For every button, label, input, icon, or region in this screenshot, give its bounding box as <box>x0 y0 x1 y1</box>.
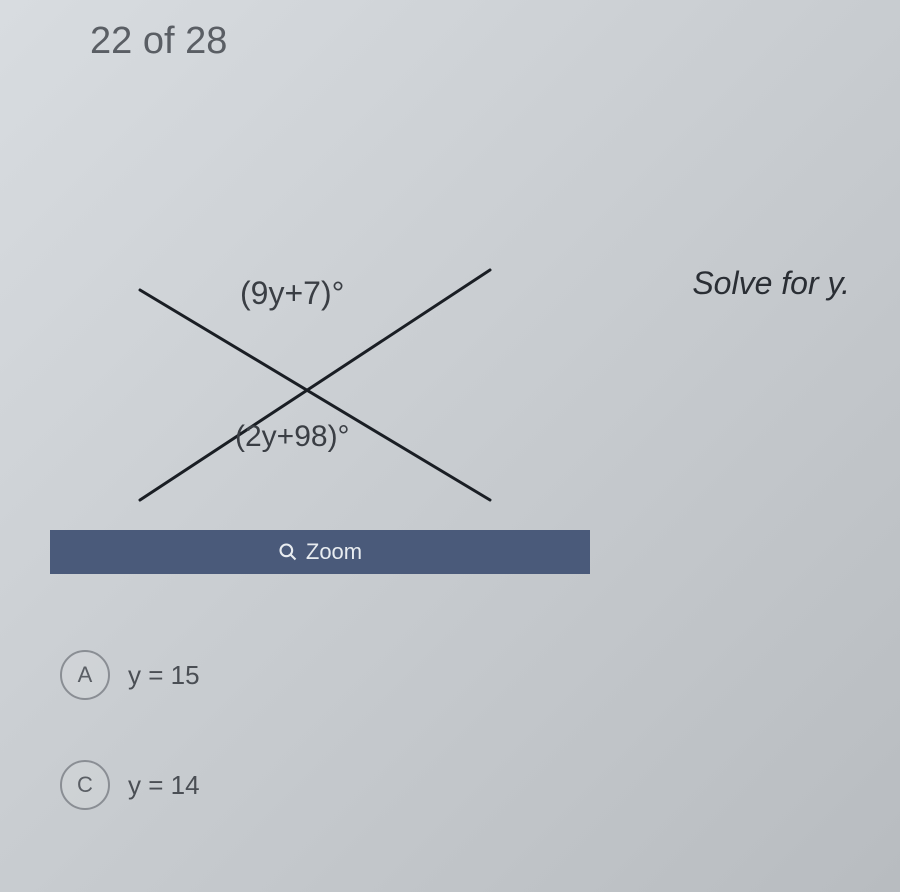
question-counter: 22 of 28 <box>90 20 227 63</box>
answer-option-c[interactable]: C y = 14 <box>60 760 200 810</box>
angle-label-bottom: (2y+98)° <box>235 420 350 454</box>
option-text-c: y = 14 <box>128 770 200 801</box>
zoom-button[interactable]: Zoom <box>50 530 590 574</box>
diagram-line-1 <box>140 290 490 500</box>
question-prompt: Solve for y. <box>692 265 850 302</box>
angle-label-top: (9y+7)° <box>240 275 344 312</box>
search-icon <box>278 542 298 562</box>
option-text-a: y = 15 <box>128 660 200 691</box>
option-letter-a: A <box>60 650 110 700</box>
zoom-label: Zoom <box>306 539 362 565</box>
answer-option-a[interactable]: A y = 15 <box>60 650 200 700</box>
option-letter-c: C <box>60 760 110 810</box>
